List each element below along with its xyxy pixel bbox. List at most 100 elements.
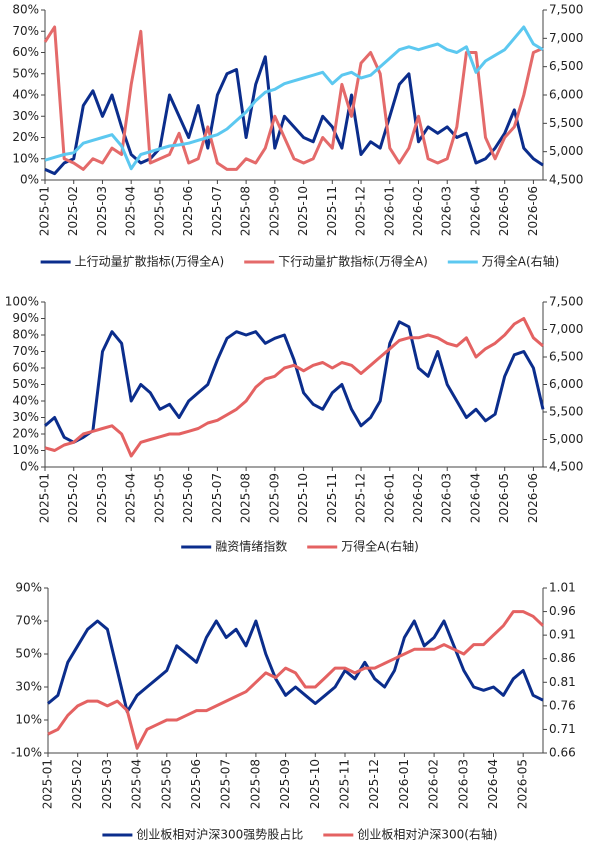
- x-tick-label: 2025-07: [210, 186, 224, 236]
- x-tick-label: 2025-10: [296, 186, 310, 236]
- x-tick-label: 2025-05: [159, 759, 173, 809]
- legend-label: 上行动量扩散指标(万得全A): [75, 254, 225, 269]
- series-line: [44, 25, 544, 171]
- legend-label: 万得全A(右轴): [482, 254, 560, 269]
- x-tick-label: 2026-01: [382, 186, 396, 236]
- x-tick-label: 2026-04: [486, 759, 500, 809]
- x-tick-label: 2026-03: [440, 473, 454, 523]
- x-tick-label: 2025-09: [278, 759, 292, 809]
- y-tick-label: 60%: [12, 45, 39, 59]
- series-line: [44, 320, 545, 444]
- series-line: [47, 619, 544, 714]
- y2-tick-label: 6,500: [549, 350, 583, 364]
- y-tick-label: 30%: [15, 680, 42, 694]
- y2-tick-label: 0.81: [549, 675, 576, 689]
- y-tick-label: 90%: [15, 581, 42, 595]
- y-tick-label: 30%: [12, 109, 39, 123]
- x-tick-label: 2025-10: [308, 759, 322, 809]
- x-tick-label: 2025-03: [95, 473, 109, 523]
- y-tick-label: 20%: [12, 130, 39, 144]
- x-tick-label: 2026-01: [397, 759, 411, 809]
- series-line: [43, 25, 544, 171]
- y2-tick-label: 6,500: [549, 59, 583, 73]
- series-line: [47, 610, 545, 750]
- y2-tick-label: 7,000: [549, 322, 583, 336]
- x-tick-label: 2026-02: [411, 473, 425, 523]
- y2-tick-label: 7,500: [549, 295, 583, 309]
- y2-tick-label: 5,500: [549, 405, 583, 419]
- x-tick-label: 2026-01: [382, 473, 396, 523]
- y-tick-label: 10%: [15, 713, 42, 727]
- legend-label: 创业板相对沪深300强势股占比: [136, 827, 303, 842]
- y-tick-label: 60%: [12, 361, 39, 375]
- x-tick-label: 2026-03: [440, 186, 454, 236]
- y-tick-label: 40%: [12, 394, 39, 408]
- x-tick-label: 2025-09: [267, 473, 281, 523]
- y-tick-label: 70%: [12, 24, 39, 38]
- y2-tick-label: 0.96: [549, 604, 576, 618]
- y2-tick-label: 5,000: [549, 144, 583, 158]
- x-tick-label: 2026-02: [427, 759, 441, 809]
- x-tick-label: 2025-02: [70, 759, 84, 809]
- y2-tick-label: 7,500: [549, 3, 583, 17]
- y-tick-label: 80%: [12, 328, 39, 342]
- x-tick-label: 2025-12: [367, 759, 381, 809]
- x-tick-label: 2025-05: [152, 473, 166, 523]
- x-tick-label: 2025-12: [354, 473, 368, 523]
- x-tick-label: 2025-01: [41, 759, 55, 809]
- series-line: [44, 55, 544, 176]
- x-tick-label: 2025-11: [325, 186, 339, 236]
- y-tick-label: 80%: [12, 3, 39, 17]
- series-line: [44, 317, 544, 458]
- y-tick-label: 70%: [12, 344, 39, 358]
- x-tick-label: 2025-11: [325, 473, 339, 523]
- y-tick-label: 90%: [12, 311, 39, 325]
- x-tick-label: 2026-06: [526, 473, 540, 523]
- legend-label: 下行动量扩散指标(万得全A): [278, 254, 428, 269]
- x-tick-label: 2026-02: [411, 186, 425, 236]
- x-tick-label: 2026-06: [526, 186, 540, 236]
- y-tick-label: 30%: [12, 410, 39, 424]
- x-tick-label: 2025-01: [38, 473, 52, 523]
- x-tick-label: 2026-05: [497, 186, 511, 236]
- y-tick-label: 10%: [12, 443, 39, 457]
- y-tick-label: 40%: [12, 88, 39, 102]
- x-tick-label: 2025-11: [338, 759, 352, 809]
- legend-label: 创业板相对沪深300(右轴): [357, 827, 497, 842]
- x-tick-label: 2025-08: [248, 759, 262, 809]
- x-tick-label: 2025-03: [95, 186, 109, 236]
- y2-tick-label: 0.66: [549, 746, 576, 760]
- y2-tick-label: 6,000: [549, 377, 583, 391]
- legend-label: 万得全A(右轴): [341, 539, 419, 554]
- x-tick-label: 2025-04: [124, 186, 138, 236]
- y2-tick-label: 4,500: [549, 460, 583, 474]
- y-tick-label: 20%: [12, 427, 39, 441]
- y2-tick-label: 0.86: [549, 651, 576, 665]
- x-tick-label: 2025-07: [210, 473, 224, 523]
- x-tick-label: 2025-02: [66, 186, 80, 236]
- x-tick-label: 2026-05: [497, 473, 511, 523]
- y2-tick-label: 6,000: [549, 88, 583, 102]
- x-tick-label: 2025-01: [38, 186, 52, 236]
- x-tick-label: 2025-09: [267, 186, 281, 236]
- y2-tick-label: 5,500: [549, 116, 583, 130]
- y2-tick-label: 0.76: [549, 698, 576, 712]
- y2-tick-label: 1.01: [549, 581, 576, 595]
- y-tick-label: 50%: [12, 66, 39, 80]
- y-tick-label: -10%: [11, 746, 42, 760]
- x-tick-label: 2025-08: [239, 186, 253, 236]
- x-tick-label: 2025-06: [181, 186, 195, 236]
- y2-tick-label: 0.71: [549, 722, 576, 736]
- x-tick-label: 2026-04: [468, 473, 482, 523]
- y-tick-label: 50%: [15, 647, 42, 661]
- x-tick-label: 2025-03: [100, 759, 114, 809]
- y-tick-label: 70%: [15, 614, 42, 628]
- y2-tick-label: 5,000: [549, 432, 583, 446]
- x-tick-label: 2025-06: [181, 473, 195, 523]
- x-tick-label: 2026-03: [456, 759, 470, 809]
- x-tick-label: 2025-10: [296, 473, 310, 523]
- x-tick-label: 2026-04: [468, 186, 482, 236]
- y-tick-label: 100%: [5, 295, 39, 309]
- y-tick-label: 0%: [20, 460, 39, 474]
